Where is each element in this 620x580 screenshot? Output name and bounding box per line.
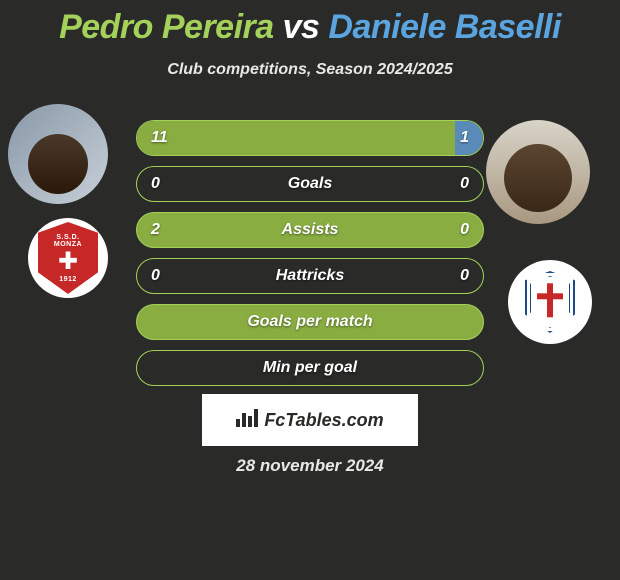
subtitle: Club competitions, Season 2024/2025 [0,61,620,79]
player1-photo [8,104,108,204]
stat-fill-left [137,121,455,155]
stat-value-right: 0 [460,175,469,193]
monza-crest-cross-icon: ✚ [58,250,78,274]
player2-head-silhouette [504,144,572,212]
monza-crest: S.S.D. MONZA ✚ 1912 [38,222,98,294]
attribution-text: FcTables.com [264,410,383,431]
stat-label: Hattricks [276,267,344,285]
stat-value-right: 0 [460,221,469,239]
chart-icon [236,407,258,433]
stat-value-left: 11 [151,129,168,147]
stat-value-right: 1 [460,129,469,147]
player1-club-logo: S.S.D. MONZA ✚ 1912 [28,218,108,298]
stat-value-left: 2 [151,221,160,239]
attribution-badge: FcTables.com [202,394,418,446]
player2-name: Daniele Baselli [328,8,561,46]
snapshot-date: 28 november 2024 [0,456,620,476]
player2-club-logo [508,260,592,344]
stat-row-assists: 2 Assists 0 [136,212,484,248]
como-crest [525,271,575,333]
stat-value-right: 0 [460,267,469,285]
stat-label: Assists [282,221,339,239]
stat-row-min-per-goal: Min per goal [136,350,484,386]
player2-photo [486,120,590,224]
stat-row-hattricks: 0 Hattricks 0 [136,258,484,294]
stat-value-left: 0 [151,175,160,193]
stats-rows: 11Matches1 0 Goals 0 2 Assists 0 0 Hattricks 0 Goa… [136,120,484,396]
player1-head-silhouette [28,134,88,194]
stat-row-matches: 11Matches1 [136,120,484,156]
stat-row-goals: 0 Goals 0 [136,166,484,202]
comparison-title: Pedro Pereira vs Daniele Baselli [0,0,620,47]
stat-label: Goals [288,175,332,193]
monza-crest-top-text: S.S.D. [56,234,79,241]
title-vs: vs [283,8,320,46]
player1-name: Pedro Pereira [59,8,274,46]
monza-crest-year: 1912 [59,276,77,283]
stat-label: Min per goal [263,359,357,377]
monza-crest-mid-text: MONZA [54,241,82,248]
como-crest-cross-icon [537,283,563,317]
stat-label: Goals per match [247,313,372,331]
stat-value-left: 0 [151,267,160,285]
stat-row-goals-per-match: Goals per match [136,304,484,340]
